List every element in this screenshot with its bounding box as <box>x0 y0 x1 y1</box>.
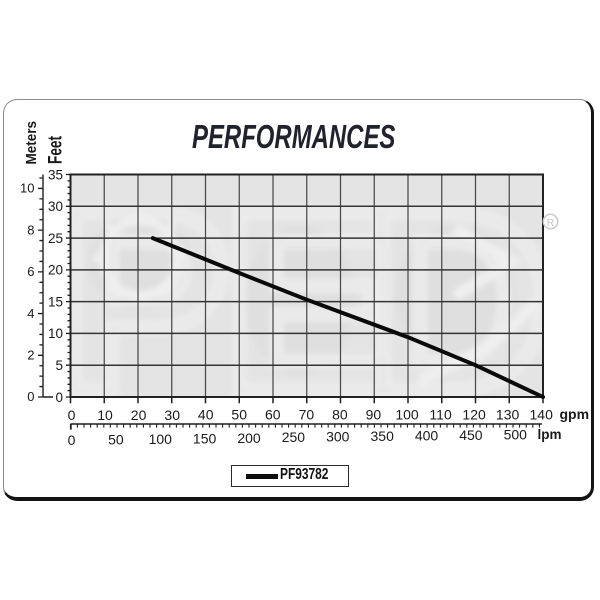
svg-text:10: 10 <box>20 181 34 196</box>
svg-text:15: 15 <box>48 294 63 309</box>
svg-text:25: 25 <box>48 231 63 246</box>
svg-text:lpm: lpm <box>538 427 562 442</box>
svg-text:4: 4 <box>27 306 34 321</box>
svg-text:0: 0 <box>27 389 34 404</box>
svg-text:60: 60 <box>265 407 281 423</box>
svg-text:0: 0 <box>68 432 76 448</box>
svg-text:200: 200 <box>237 430 261 446</box>
svg-text:70: 70 <box>299 407 315 423</box>
svg-text:30: 30 <box>164 407 180 423</box>
svg-text:50: 50 <box>231 407 247 423</box>
svg-text:350: 350 <box>371 428 395 444</box>
svg-text:90: 90 <box>366 407 382 423</box>
svg-text:5: 5 <box>55 358 63 373</box>
svg-text:E: E <box>222 156 394 445</box>
svg-text:2: 2 <box>27 348 34 363</box>
svg-text:30: 30 <box>48 199 63 214</box>
svg-text:35: 35 <box>48 167 63 182</box>
svg-text:0: 0 <box>55 390 63 405</box>
svg-text:10: 10 <box>48 326 63 341</box>
svg-text:gpm: gpm <box>560 406 590 422</box>
svg-text:20: 20 <box>48 263 63 278</box>
svg-text:8: 8 <box>27 222 34 237</box>
svg-text:6: 6 <box>27 264 34 279</box>
svg-text:50: 50 <box>108 431 124 447</box>
svg-text:100: 100 <box>395 407 419 423</box>
svg-text:450: 450 <box>459 427 483 443</box>
svg-text:E: E <box>222 156 394 445</box>
svg-text:Meters: Meters <box>23 121 40 165</box>
svg-text:140: 140 <box>530 406 554 422</box>
svg-text:130: 130 <box>496 406 520 422</box>
svg-text:20: 20 <box>131 407 147 423</box>
svg-text:D: D <box>366 156 552 445</box>
svg-text:R: R <box>547 217 555 229</box>
svg-text:120: 120 <box>462 406 486 422</box>
svg-text:150: 150 <box>193 430 217 446</box>
svg-text:300: 300 <box>326 429 350 445</box>
svg-text:250: 250 <box>282 429 306 445</box>
svg-text:P: P <box>58 156 230 445</box>
svg-text:10: 10 <box>97 407 113 423</box>
svg-text:P: P <box>58 156 230 445</box>
svg-text:100: 100 <box>149 431 173 447</box>
svg-text:500: 500 <box>504 427 528 443</box>
svg-text:110: 110 <box>429 407 452 423</box>
svg-text:400: 400 <box>415 428 439 444</box>
svg-text:Feet: Feet <box>46 136 67 164</box>
svg-text:80: 80 <box>332 407 348 423</box>
svg-text:40: 40 <box>198 407 214 423</box>
svg-text:0: 0 <box>68 407 76 423</box>
